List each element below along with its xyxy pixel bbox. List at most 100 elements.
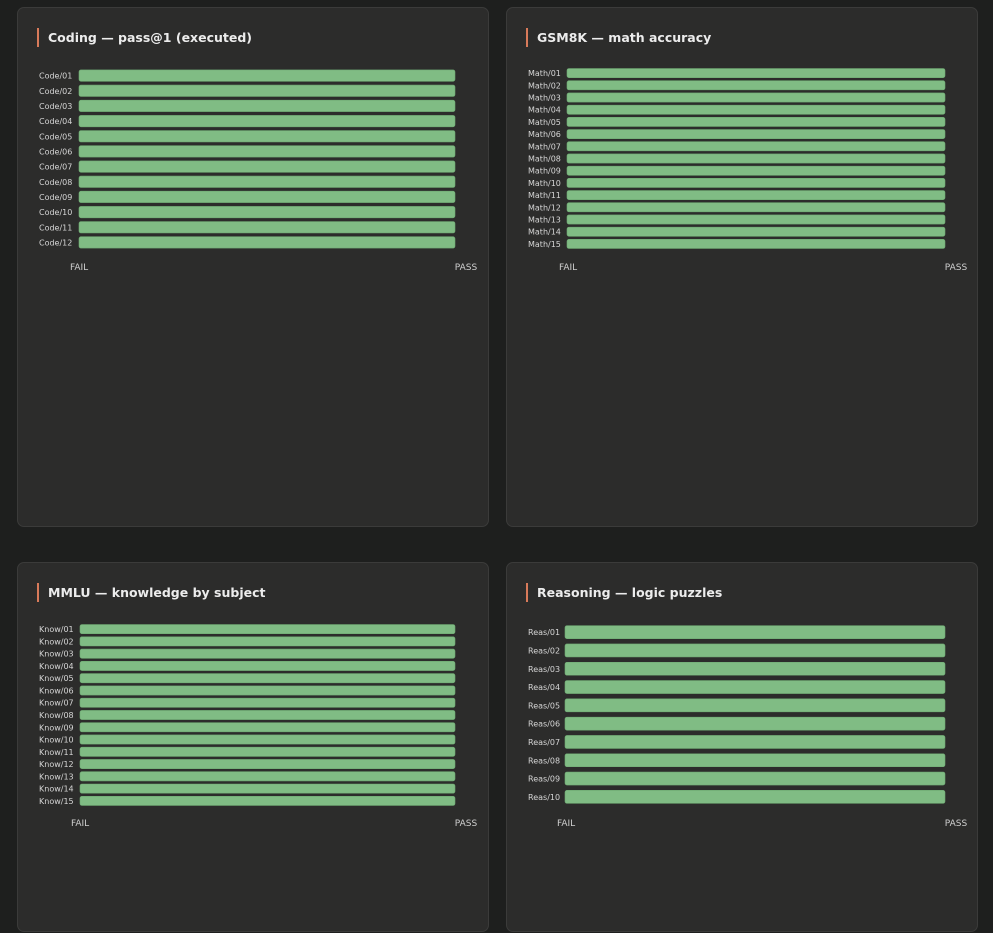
bar-know-05	[79, 673, 456, 684]
category-label: Math/10	[528, 179, 561, 188]
category-label: Math/06	[528, 130, 561, 139]
category-label: Reas/04	[528, 683, 560, 692]
category-label: Math/03	[528, 94, 561, 103]
category-label: Code/04	[39, 117, 72, 126]
bar-math-01	[566, 68, 946, 78]
bar-reas-09	[564, 771, 946, 786]
category-label: Reas/06	[528, 720, 560, 729]
chart-panel-mmlu: MMLU — knowledge by subject Know/01 Know/…	[17, 562, 489, 932]
bar-math-14	[566, 226, 946, 237]
category-label: Math/02	[528, 81, 561, 90]
bar-code-04	[78, 115, 456, 128]
category-label: Know/05	[39, 674, 74, 683]
bar-math-15	[566, 239, 946, 249]
bar-reas-03	[564, 661, 946, 676]
category-label: Know/10	[39, 736, 74, 745]
category-label: Code/03	[39, 102, 72, 111]
bar-reas-02	[564, 643, 946, 658]
category-label: Code/12	[39, 238, 72, 247]
bar-chart-gsm8k: Math/01 Math/02 Math/03 Math/04 Math/05 Math/…	[528, 68, 968, 273]
bar-code-01	[78, 69, 456, 82]
category-label: Math/04	[528, 106, 561, 115]
category-label: Math/08	[528, 155, 561, 164]
bar-code-11	[78, 221, 456, 234]
category-label: Know/11	[39, 748, 74, 757]
bar-know-11	[79, 746, 456, 757]
x-tick-label-pass: PASS	[945, 263, 968, 273]
x-tick-label-pass: PASS	[455, 263, 478, 273]
category-label: Math/05	[528, 118, 561, 127]
bar-know-09	[79, 722, 456, 733]
chart-title: Reasoning — logic puzzles	[526, 583, 722, 602]
category-label: Math/09	[528, 167, 561, 176]
bar-math-13	[566, 214, 946, 225]
x-tick-label-fail: FAIL	[71, 819, 89, 829]
category-label: Reas/08	[528, 756, 560, 765]
bar-reas-10	[564, 790, 946, 804]
chart-title: MMLU — knowledge by subject	[37, 583, 265, 602]
bar-chart-coding: Code/01 Code/02 Code/03 Code/04 Code/05 Code/…	[39, 69, 478, 273]
chart-title: Coding — pass@1 (executed)	[37, 28, 252, 47]
bar-know-12	[79, 759, 456, 769]
bar-math-12	[566, 202, 946, 213]
bar-chart-reasoning: Reas/01 Reas/02 Reas/03 Reas/04 Reas/05 Reas/…	[528, 625, 968, 829]
category-label: Reas/05	[528, 701, 560, 710]
category-label: Know/08	[39, 711, 74, 720]
chart-title: GSM8K — math accuracy	[526, 28, 711, 47]
category-label: Code/08	[39, 178, 72, 187]
category-label: Math/07	[528, 142, 561, 151]
bar-know-01	[79, 624, 456, 635]
category-label: Know/04	[39, 662, 74, 671]
category-label: Code/11	[39, 223, 72, 232]
bar-know-15	[79, 795, 456, 806]
chart-panel-coding: Coding — pass@1 (executed) Code/01 Code/0…	[17, 7, 489, 527]
category-label: Math/14	[528, 228, 561, 237]
category-label: Reas/10	[528, 793, 560, 802]
category-label: Know/07	[39, 699, 74, 708]
bar-know-10	[79, 734, 456, 745]
category-label: Math/13	[528, 216, 561, 225]
bar-math-07	[566, 141, 946, 152]
category-label: Reas/03	[528, 665, 560, 674]
bar-reas-05	[564, 698, 946, 713]
category-label: Reas/02	[528, 646, 560, 655]
bar-code-03	[78, 99, 456, 112]
category-label: Math/11	[528, 191, 561, 200]
category-label: Reas/09	[528, 775, 560, 784]
bar-code-06	[78, 145, 456, 158]
category-label: Code/06	[39, 147, 72, 156]
bar-know-08	[79, 710, 456, 720]
bar-math-06	[566, 129, 946, 139]
bar-math-09	[566, 165, 946, 176]
bar-reas-08	[564, 753, 946, 768]
bar-know-04	[79, 661, 456, 671]
category-label: Math/15	[528, 240, 561, 249]
bar-code-07	[78, 160, 456, 173]
category-label: Know/15	[39, 797, 74, 806]
bar-reas-06	[564, 716, 946, 731]
bar-know-13	[79, 771, 456, 782]
category-label: Know/01	[39, 625, 74, 634]
bar-reas-04	[564, 680, 946, 694]
bar-reas-01	[564, 625, 946, 639]
category-label: Know/13	[39, 772, 74, 781]
bar-know-03	[79, 648, 456, 659]
bar-know-06	[79, 685, 456, 696]
bar-know-02	[79, 636, 456, 647]
x-tick-label-pass: PASS	[945, 819, 968, 829]
chart-panel-reasoning: Reasoning — logic puzzles Reas/01 Reas/02…	[506, 562, 978, 932]
bar-reas-07	[564, 735, 946, 749]
category-label: Reas/01	[528, 628, 560, 637]
category-label: Code/10	[39, 208, 72, 217]
category-label: Know/02	[39, 637, 74, 646]
category-label: Know/09	[39, 723, 74, 732]
bar-code-05	[78, 130, 456, 143]
category-label: Know/12	[39, 760, 74, 769]
bar-math-05	[566, 117, 946, 127]
bar-code-12	[78, 236, 456, 249]
bar-math-03	[566, 92, 946, 103]
bar-code-08	[78, 175, 456, 188]
category-label: Math/12	[528, 203, 561, 212]
bar-know-07	[79, 697, 456, 708]
bar-code-10	[78, 206, 456, 219]
